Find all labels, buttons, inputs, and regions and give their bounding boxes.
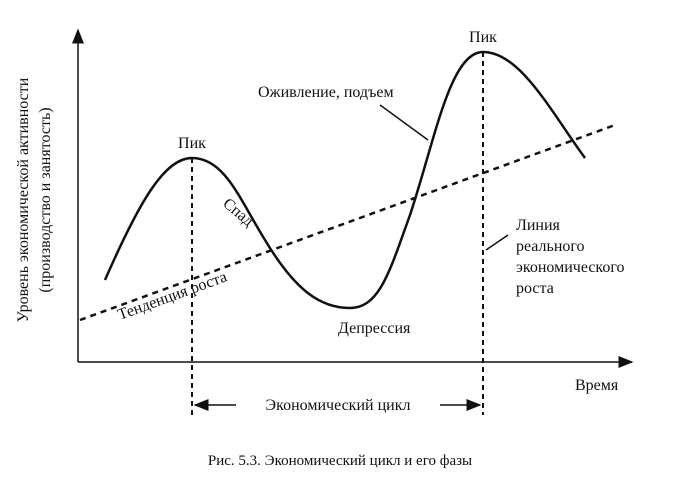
trend-label: Тенденция роста: [116, 268, 230, 323]
recovery-label: Оживление, подъем: [258, 84, 394, 101]
recession-label: Спад: [219, 195, 256, 230]
growth-line-label: реального: [516, 238, 585, 255]
growth-line-label: экономического: [516, 259, 625, 276]
axes: [72, 28, 634, 368]
growth-line-label: Линия: [516, 217, 561, 234]
depression-label: Депрессия: [338, 320, 411, 337]
leader-line: [485, 234, 509, 251]
caption: Рис. 5.3. Экономический цикл и его фазы: [208, 453, 472, 469]
leader-line: [379, 104, 429, 141]
y-axis-label: (производство и занятость): [37, 107, 54, 292]
peak-label: Пик: [178, 135, 206, 152]
growth-line-label: роста: [516, 280, 554, 297]
x-axis-label: Время: [575, 377, 619, 394]
trend-line: [79, 123, 616, 322]
y-axis-label: Уровень экономической активности: [15, 77, 32, 322]
cycle-label: Экономический цикл: [266, 397, 411, 414]
peak-label: Пик: [469, 29, 497, 46]
